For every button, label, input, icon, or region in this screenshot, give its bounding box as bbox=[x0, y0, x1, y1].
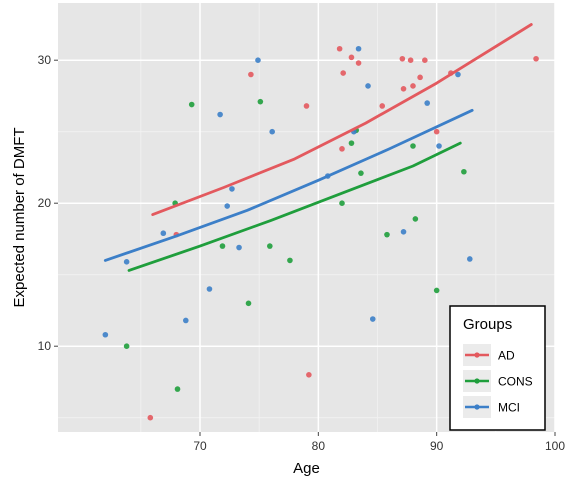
point-ad bbox=[340, 70, 346, 76]
y-tick-label: 10 bbox=[38, 339, 52, 353]
point-ad bbox=[336, 45, 343, 52]
point-ad bbox=[355, 60, 362, 66]
point-mci bbox=[400, 229, 407, 235]
point-ad bbox=[147, 414, 154, 421]
point-cons bbox=[219, 243, 226, 249]
point-cons bbox=[348, 140, 355, 146]
point-cons bbox=[287, 257, 293, 264]
point-mci bbox=[365, 83, 371, 89]
legend-items: AD CONS MCI bbox=[463, 344, 533, 418]
point-mci bbox=[224, 203, 231, 209]
point-ad bbox=[407, 57, 414, 63]
point-cons bbox=[358, 170, 364, 176]
point-ad bbox=[248, 71, 254, 78]
point-cons bbox=[188, 101, 195, 108]
point-cons bbox=[174, 386, 181, 392]
point-cons bbox=[267, 243, 273, 249]
x-tick-label: 70 bbox=[193, 439, 207, 453]
grid-lines bbox=[58, 3, 556, 432]
point-mci bbox=[236, 244, 242, 251]
point-mci bbox=[183, 317, 189, 324]
point-cons bbox=[384, 231, 390, 238]
x-tick-label: 100 bbox=[545, 439, 565, 453]
point-ad bbox=[433, 128, 440, 135]
legend: Groups AD CONS MCI bbox=[449, 305, 546, 431]
legend-key-dot-mci bbox=[474, 404, 480, 410]
point-ad bbox=[339, 146, 345, 152]
point-cons bbox=[412, 216, 419, 222]
legend-label-cons: CONS bbox=[498, 375, 533, 389]
point-cons bbox=[433, 287, 440, 294]
trend-lines bbox=[103, 23, 533, 272]
point-mci bbox=[102, 331, 109, 338]
point-ad bbox=[422, 57, 428, 63]
point-ad bbox=[417, 74, 423, 81]
point-cons bbox=[245, 300, 252, 307]
axes: 70 80 90 100 10 20 30 bbox=[38, 53, 566, 453]
point-cons bbox=[257, 98, 264, 105]
x-tick-label: 90 bbox=[430, 439, 444, 453]
point-cons bbox=[410, 143, 416, 149]
point-ad bbox=[533, 55, 539, 62]
point-mci bbox=[217, 111, 223, 118]
point-mci bbox=[424, 100, 431, 106]
point-cons bbox=[123, 343, 130, 350]
point-ad bbox=[379, 103, 386, 109]
point-mci bbox=[123, 259, 130, 265]
x-axis-title: Age bbox=[293, 460, 320, 477]
point-cons bbox=[339, 200, 345, 206]
y-axis-title: Expected number of DMFT bbox=[11, 127, 28, 307]
point-mci bbox=[269, 128, 275, 135]
trend-line-mci bbox=[103, 108, 474, 262]
trend-line-cons bbox=[127, 141, 462, 272]
legend-label-ad: AD bbox=[498, 349, 515, 363]
legend-label-mci: MCI bbox=[498, 401, 520, 415]
y-tick-label: 30 bbox=[38, 53, 52, 67]
legend-key-dot-ad bbox=[474, 352, 480, 358]
point-ad bbox=[303, 103, 310, 109]
point-mci bbox=[229, 186, 235, 192]
data-points bbox=[102, 45, 539, 421]
point-ad bbox=[400, 86, 407, 92]
point-mci bbox=[355, 45, 362, 52]
point-mci bbox=[455, 71, 461, 78]
legend-title: Groups bbox=[463, 316, 512, 333]
point-cons bbox=[461, 168, 467, 175]
point-mci bbox=[369, 316, 376, 322]
point-ad bbox=[348, 54, 355, 61]
legend-key-dot-cons bbox=[474, 378, 480, 384]
point-mci bbox=[160, 230, 167, 237]
point-ad bbox=[306, 372, 312, 378]
point-ad bbox=[399, 55, 406, 62]
point-ad bbox=[410, 83, 416, 89]
point-mci bbox=[436, 143, 442, 149]
point-mci bbox=[467, 256, 473, 262]
trend-line-ad bbox=[151, 23, 533, 216]
y-tick-label: 20 bbox=[38, 196, 52, 210]
point-mci bbox=[206, 286, 213, 292]
x-tick-label: 80 bbox=[312, 439, 326, 453]
point-mci bbox=[255, 57, 261, 63]
